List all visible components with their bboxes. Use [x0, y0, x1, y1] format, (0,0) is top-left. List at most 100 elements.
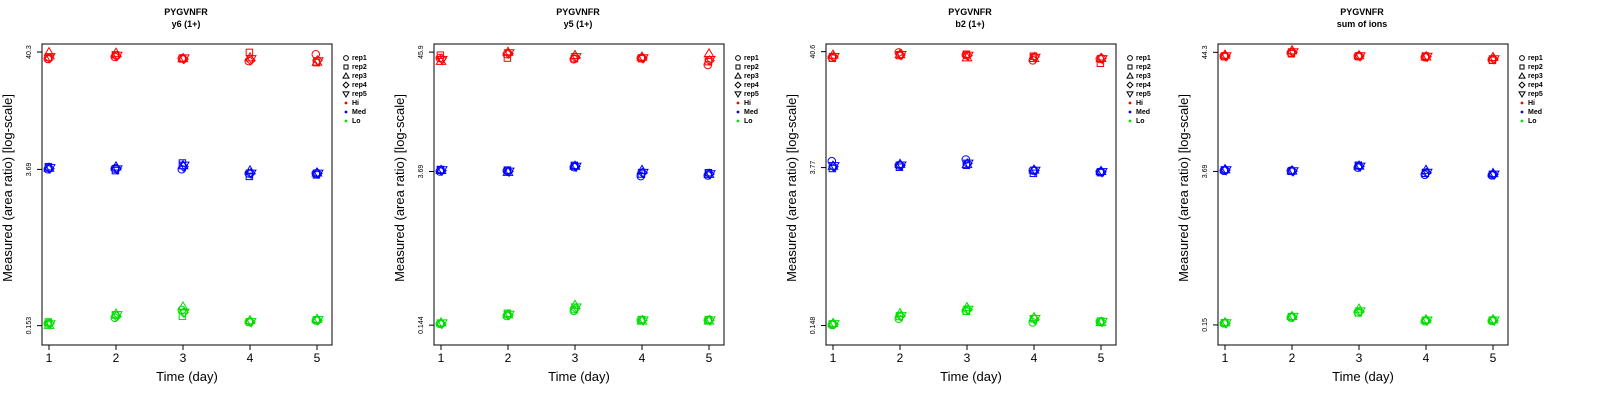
chart-subtitle: b2 (1+)	[955, 19, 984, 29]
x-tick-label: 3	[1356, 351, 1363, 365]
data-point	[1029, 314, 1041, 325]
chart-title: PYGVNFR	[164, 7, 208, 17]
chart-title: PYGVNFR	[1340, 7, 1384, 17]
plot-frame	[825, 43, 1117, 346]
data-point	[1287, 167, 1299, 177]
data-point	[1028, 52, 1040, 63]
data-point	[895, 161, 907, 172]
data-point	[44, 320, 56, 330]
data-point	[828, 320, 840, 330]
x-axis-label: Time (day)	[1332, 369, 1394, 384]
data-point	[436, 56, 448, 66]
data-point	[111, 165, 123, 175]
data-point	[503, 49, 515, 59]
x-tick-label: 3	[180, 351, 187, 365]
plot-frame	[41, 43, 333, 346]
data-point	[436, 166, 448, 176]
x-tick-label: 3	[572, 351, 579, 365]
legend-label: Lo	[352, 118, 361, 125]
legend-marker	[1126, 91, 1134, 98]
legend-label: Med	[744, 109, 758, 116]
legend-label: rep2	[1136, 64, 1151, 71]
data-point	[704, 56, 716, 66]
x-tick-label: 5	[1098, 351, 1105, 365]
legend-marker	[734, 72, 742, 79]
data-point	[1287, 48, 1299, 58]
x-tick-label: 2	[113, 351, 120, 365]
y-tick-label: 0.153	[26, 317, 33, 335]
y-tick-label: 3.77	[810, 161, 817, 175]
legend-marker	[734, 91, 742, 98]
y-tick-label: 3.69	[1202, 165, 1209, 179]
data-point	[312, 57, 324, 67]
legend-marker	[734, 81, 742, 89]
data-point	[1488, 170, 1500, 181]
data-point	[1354, 162, 1366, 173]
x-tick-label: 5	[314, 351, 321, 365]
data-point	[178, 161, 190, 172]
y-axis-label: Measured (area ratio) [log-scale]	[784, 94, 799, 282]
data-point	[312, 169, 324, 180]
legend-label: Med	[352, 109, 366, 116]
legend-dot	[736, 119, 740, 123]
legend-label: rep4	[1528, 82, 1543, 89]
data-point	[1096, 55, 1108, 65]
data-point	[1220, 166, 1232, 176]
legend-label: rep1	[352, 55, 367, 62]
legend-dot	[344, 110, 348, 114]
data-point	[962, 51, 974, 62]
legend-marker	[1127, 64, 1133, 70]
legend-label: Lo	[744, 118, 753, 125]
data-point	[1096, 168, 1108, 178]
data-point	[1220, 319, 1232, 329]
data-point	[1287, 312, 1299, 323]
legend-label: rep1	[1136, 55, 1151, 62]
data-point	[245, 169, 257, 180]
data-point	[962, 305, 974, 316]
data-point	[704, 170, 716, 180]
legend-marker	[343, 55, 349, 61]
y-axis-label: Measured (area ratio) [log-scale]	[1176, 94, 1191, 282]
chart-panel: PYGVNFR sum of ions 1 2 3 4 5 0.15 3.69 44.3 Time …	[1176, 7, 1543, 384]
legend-label: rep5	[744, 91, 759, 98]
x-tick-label: 2	[1289, 351, 1296, 365]
data-point	[1421, 316, 1433, 327]
data-point	[1421, 168, 1433, 179]
data-point	[436, 319, 448, 329]
y-tick-label: 3.69	[418, 165, 425, 179]
data-point	[178, 312, 187, 321]
legend-dot	[344, 101, 348, 105]
chart-subtitle: sum of ions	[1337, 19, 1388, 29]
y-tick-label: 45.9	[418, 45, 425, 59]
legend-label: rep3	[1528, 73, 1543, 80]
x-tick-label: 2	[897, 351, 904, 365]
legend-label: Med	[1528, 109, 1542, 116]
x-tick-label: 1	[438, 351, 445, 365]
data-point	[1029, 53, 1041, 64]
legend-marker	[1518, 81, 1526, 89]
x-tick-label: 1	[1222, 351, 1229, 365]
data-point	[43, 319, 55, 329]
data-point	[1354, 52, 1366, 62]
y-tick-label: 40.3	[26, 45, 33, 59]
data-point	[637, 54, 649, 64]
data-point	[503, 310, 515, 321]
legend-dot	[344, 119, 348, 123]
legend-label: rep5	[1136, 91, 1151, 98]
data-point	[570, 53, 582, 63]
data-point	[570, 303, 582, 314]
legend-label: Hi	[352, 100, 359, 107]
legend-label: rep1	[1528, 55, 1543, 62]
chart-title: PYGVNFR	[948, 7, 992, 17]
legend-marker	[1127, 55, 1133, 61]
y-tick-label: 0.148	[810, 317, 817, 335]
legend-label: Lo	[1528, 118, 1537, 125]
legend-label: Hi	[744, 100, 751, 107]
legend-label: rep3	[744, 73, 759, 80]
legend-label: rep1	[744, 55, 759, 62]
legend-marker	[342, 91, 350, 98]
x-tick-label: 1	[830, 351, 837, 365]
data-point	[1421, 52, 1433, 63]
data-point	[828, 162, 840, 172]
